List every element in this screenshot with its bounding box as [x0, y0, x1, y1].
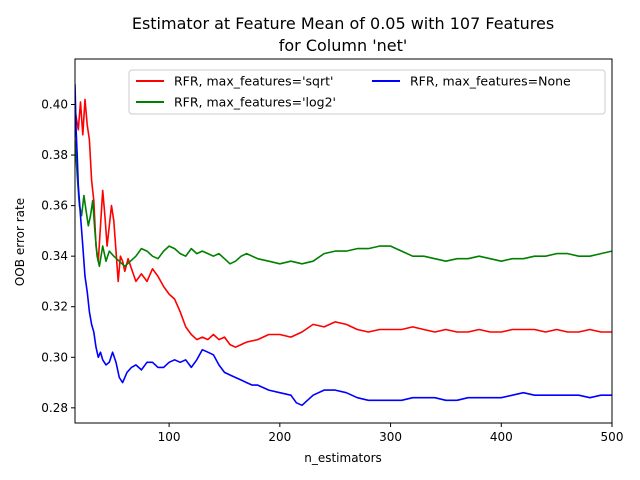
chart-title-line-2: for Column 'net'	[279, 36, 408, 55]
x-tick-label-2: 300	[379, 430, 402, 444]
y-tick-label-2: 0.32	[41, 300, 68, 314]
series-line-1	[75, 139, 612, 268]
axes: 100 200 300 400 500 0.28 0.30 0.32 0.34 0.36 0.38 0…	[41, 58, 624, 444]
series-line-0	[75, 98, 612, 348]
plot-lines	[75, 84, 612, 407]
legend: RFR, max_features='sqrt' RFR, max_feature…	[128, 69, 606, 115]
x-tick-label-1: 200	[268, 430, 291, 444]
legend-box	[128, 69, 606, 115]
y-tick-label-4: 0.36	[41, 199, 68, 213]
legend-label-2: RFR, max_features=None	[410, 74, 571, 89]
y-tick-label-1: 0.30	[41, 350, 68, 364]
y-tick-label-5: 0.38	[41, 148, 68, 162]
y-tick-label-3: 0.34	[41, 249, 68, 263]
y-axis-label: OOB error rate	[13, 198, 27, 286]
x-tick-label-3: 400	[490, 430, 513, 444]
plot-frame	[74, 58, 613, 424]
legend-label-1: RFR, max_features='log2'	[174, 95, 336, 110]
x-tick-label-4: 500	[601, 430, 624, 444]
legend-label-0: RFR, max_features='sqrt'	[174, 74, 333, 89]
y-tick-label-0: 0.28	[41, 401, 68, 415]
x-axis-label: n_estimators	[304, 451, 382, 465]
chart-title-line-1: Estimator at Feature Mean of 0.05 with 1…	[132, 14, 554, 33]
y-tick-label-6: 0.40	[41, 98, 68, 112]
series-line-2	[75, 84, 612, 407]
x-tick-label-0: 100	[158, 430, 181, 444]
